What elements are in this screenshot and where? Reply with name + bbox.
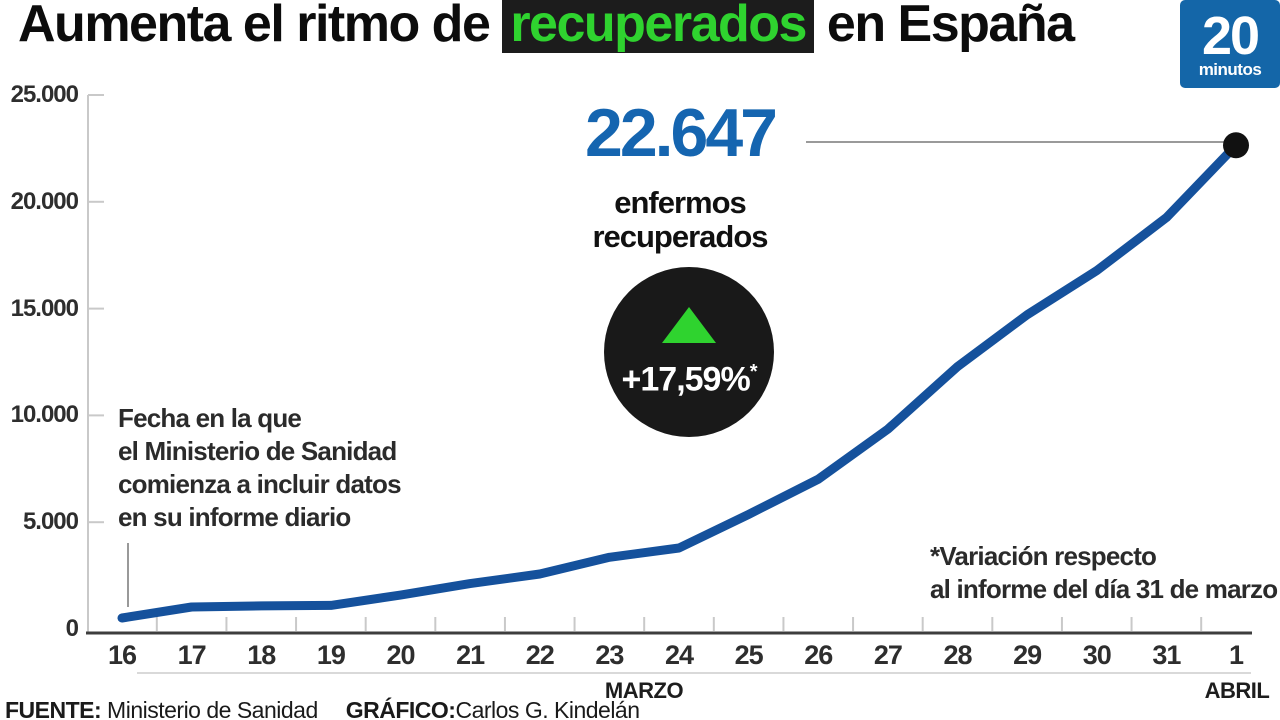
x-tick-label: 24 bbox=[664, 640, 694, 670]
x-tick-label: 23 bbox=[595, 640, 624, 670]
credit-label: GRÁFICO: bbox=[345, 697, 456, 720]
x-tick-label: 20 bbox=[386, 640, 415, 670]
x-tick-label: 17 bbox=[177, 640, 207, 670]
logo-word: minutos bbox=[1198, 59, 1262, 79]
x-tick-label: 22 bbox=[525, 640, 555, 670]
y-tick-label: 0 bbox=[65, 615, 79, 642]
annotation-data-start: Fecha en la que el Ministerio de Sanidad… bbox=[118, 403, 402, 532]
x-tick-label: 26 bbox=[804, 640, 833, 670]
x-tick-label: 25 bbox=[734, 640, 764, 670]
recovered-total-value: 22.647 bbox=[585, 95, 778, 171]
y-tick-label: 25.000 bbox=[10, 81, 79, 108]
x-tick-label: 1 bbox=[1228, 640, 1244, 670]
x-tick-label: 18 bbox=[247, 640, 276, 670]
recovered-label-line2: recuperados bbox=[592, 219, 768, 254]
month-label-marzo: MARZO bbox=[604, 678, 684, 703]
x-tick-label: 28 bbox=[943, 640, 972, 670]
x-tick-label: 21 bbox=[456, 640, 485, 670]
y-tick-label: 15.000 bbox=[10, 294, 79, 322]
change-badge: +17,59%* bbox=[604, 267, 774, 437]
y-tick-label: 20.000 bbox=[10, 187, 79, 215]
title-pre: Aumenta el ritmo de bbox=[18, 0, 503, 53]
x-tick-label: 30 bbox=[1082, 640, 1112, 670]
title-post: en España bbox=[813, 0, 1075, 53]
month-label-abril: ABRIL bbox=[1204, 678, 1270, 703]
logo-20minutos: 20 minutos bbox=[1180, 0, 1280, 88]
change-percentage: +17,59%* bbox=[621, 355, 758, 399]
arrow-up-icon bbox=[662, 307, 716, 344]
recovered-total-label: enfermos recuperados bbox=[535, 186, 825, 254]
x-tick-label: 19 bbox=[316, 640, 346, 670]
title-highlight: recuperados bbox=[502, 0, 814, 53]
y-tick-label: 5.000 bbox=[22, 508, 79, 536]
y-tick-label: 10.000 bbox=[10, 401, 79, 429]
credit-value: Carlos G. Kindelán bbox=[455, 697, 640, 720]
change-percentage-asterisk: * bbox=[749, 361, 758, 384]
recovered-label-line1: enfermos bbox=[614, 185, 747, 220]
x-tick-label: 27 bbox=[873, 640, 903, 670]
endpoint-dot bbox=[1223, 132, 1249, 159]
annotation-variation-note: *Variación respecto al informe del día 3… bbox=[930, 541, 1278, 604]
change-percentage-value: +17,59% bbox=[621, 360, 751, 399]
recovered-series-line bbox=[117, 140, 1241, 623]
footer-credits: FUENTE: Ministerio de Sanidad GRÁFICO:Car… bbox=[5, 697, 640, 720]
x-tick-label: 31 bbox=[1152, 640, 1181, 670]
source-label: FUENTE: bbox=[5, 697, 102, 720]
source-value: Ministerio de Sanidad bbox=[101, 697, 318, 720]
logo-number: 20 bbox=[1201, 5, 1260, 66]
page-title: Aumenta el ritmo de recuperados en Españ… bbox=[18, 0, 1075, 54]
x-tick-label: 29 bbox=[1013, 640, 1042, 670]
x-tick-label: 16 bbox=[107, 640, 137, 670]
